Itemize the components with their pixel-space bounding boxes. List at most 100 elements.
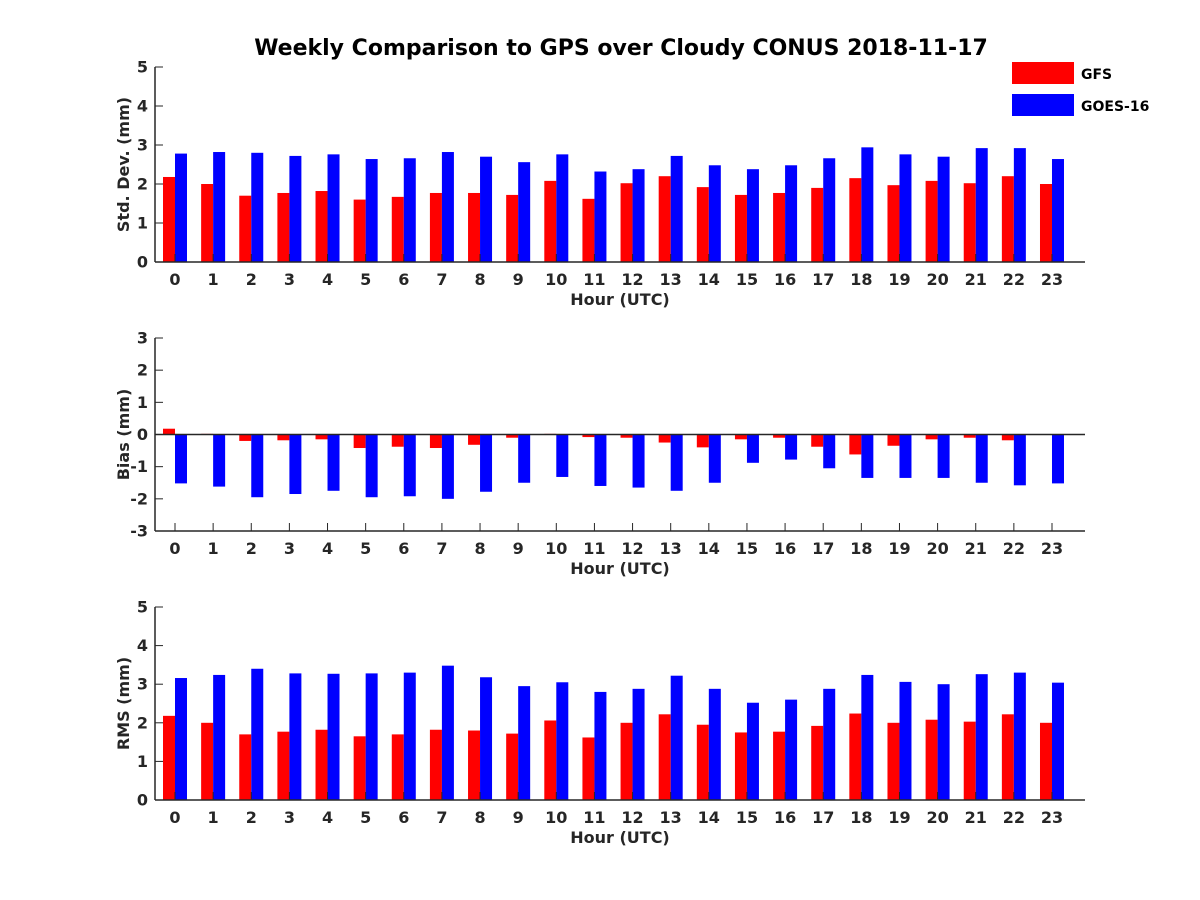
x-tick-label: 23 xyxy=(1041,808,1063,827)
bar-goes16-8 xyxy=(480,434,493,492)
x-tick-label: 10 xyxy=(545,270,567,289)
bar-gfs-9 xyxy=(506,194,519,262)
bar-goes16-16 xyxy=(785,699,798,800)
bar-goes16-4 xyxy=(327,673,340,800)
bar-gfs-13 xyxy=(658,434,671,443)
bar-gfs-4 xyxy=(315,729,328,800)
bar-gfs-2 xyxy=(239,734,252,800)
bar-gfs-15 xyxy=(734,434,747,440)
x-tick-label: 0 xyxy=(169,539,180,558)
x-tick-label: 6 xyxy=(398,539,409,558)
bar-goes16-6 xyxy=(403,158,416,262)
bar-goes16-11 xyxy=(594,171,607,262)
bar-goes16-18 xyxy=(861,147,874,262)
x-tick-label: 4 xyxy=(322,270,333,289)
bar-goes16-15 xyxy=(746,434,759,463)
bar-gfs-17 xyxy=(811,187,824,262)
x-tick-label: 11 xyxy=(583,808,605,827)
bar-gfs-6 xyxy=(391,196,404,262)
y-tick-label: 2 xyxy=(137,361,148,380)
bar-goes16-2 xyxy=(251,668,264,800)
bar-gfs-18 xyxy=(849,434,862,455)
bar-goes16-6 xyxy=(403,672,416,800)
y-tick-label: 3 xyxy=(137,675,148,694)
x-tick-label: 7 xyxy=(436,808,447,827)
bar-goes16-22 xyxy=(1013,434,1026,486)
y-tick-label: 4 xyxy=(137,636,148,655)
bar-goes16-0 xyxy=(175,434,187,484)
bar-gfs-14 xyxy=(696,187,709,262)
bar-goes16-15 xyxy=(746,702,759,800)
bar-gfs-17 xyxy=(811,725,824,800)
legend: GFS GOES-16 xyxy=(1012,62,1149,116)
bar-gfs-19 xyxy=(887,434,900,446)
x-tick-label: 18 xyxy=(850,270,872,289)
bar-goes16-15 xyxy=(746,169,759,262)
bar-gfs-21 xyxy=(963,434,976,438)
bar-gfs-22 xyxy=(1001,176,1014,262)
legend-swatch-goes16 xyxy=(1012,94,1074,116)
bar-gfs-4 xyxy=(315,434,328,440)
x-tick-label: 9 xyxy=(513,539,524,558)
bar-goes16-4 xyxy=(327,154,340,262)
y-tick-label: 1 xyxy=(137,214,148,233)
bar-goes16-21 xyxy=(975,434,988,483)
legend-label-gfs: GFS xyxy=(1081,67,1112,83)
x-tick-label: 15 xyxy=(736,270,758,289)
legend-label-goes16: GOES-16 xyxy=(1081,99,1149,115)
bar-goes16-3 xyxy=(289,155,302,262)
y-tick-label: -3 xyxy=(130,522,148,541)
x-tick-label: 8 xyxy=(474,270,485,289)
bar-goes16-16 xyxy=(785,165,798,262)
bar-goes16-12 xyxy=(632,434,645,488)
bar-goes16-12 xyxy=(632,169,645,262)
bar-gfs-11 xyxy=(582,434,595,438)
y-tick-label: 1 xyxy=(137,752,148,771)
y-tick-label: 2 xyxy=(137,175,148,194)
bar-goes16-11 xyxy=(594,691,607,800)
x-tick-label: 12 xyxy=(621,808,643,827)
bar-gfs-7 xyxy=(429,192,442,262)
bar-goes16-5 xyxy=(365,434,378,498)
x-tick-label: 19 xyxy=(888,270,910,289)
bar-gfs-3 xyxy=(277,731,290,800)
y-tick-label: 0 xyxy=(137,791,148,810)
bar-gfs-2 xyxy=(239,195,252,262)
bar-gfs-3 xyxy=(277,434,290,441)
bar-gfs-13 xyxy=(658,714,671,800)
bar-goes16-20 xyxy=(937,434,950,478)
bar-goes16-23 xyxy=(1051,434,1064,484)
bar-goes16-21 xyxy=(975,148,988,262)
bar-gfs-20 xyxy=(925,180,938,262)
x-tick-label: 5 xyxy=(360,539,371,558)
x-tick-label: 10 xyxy=(545,808,567,827)
bar-goes16-12 xyxy=(632,688,645,800)
bar-goes16-5 xyxy=(365,159,378,262)
x-tick-label: 14 xyxy=(698,539,720,558)
x-tick-label: 10 xyxy=(545,539,567,558)
x-tick-label: 21 xyxy=(965,539,987,558)
x-tick-label: 23 xyxy=(1041,270,1063,289)
bar-gfs-13 xyxy=(658,176,671,262)
bar-goes16-6 xyxy=(403,434,416,497)
bar-gfs-1 xyxy=(201,722,214,800)
x-tick-label: 0 xyxy=(169,270,180,289)
bar-gfs-22 xyxy=(1001,434,1014,441)
bar-gfs-20 xyxy=(925,719,938,800)
x-tick-label: 13 xyxy=(660,539,682,558)
bar-goes16-13 xyxy=(670,155,683,262)
bar-goes16-8 xyxy=(480,677,493,800)
x-tick-label: 18 xyxy=(850,539,872,558)
bar-goes16-17 xyxy=(823,688,836,800)
y-axis-label: Std. Dev. (mm) xyxy=(114,97,133,232)
bar-gfs-0 xyxy=(163,428,175,435)
bar-goes16-4 xyxy=(327,434,340,491)
x-tick-label: 13 xyxy=(660,808,682,827)
bar-goes16-23 xyxy=(1051,682,1064,800)
bar-gfs-18 xyxy=(849,713,862,800)
bar-gfs-7 xyxy=(429,729,442,800)
bar-gfs-5 xyxy=(353,736,366,800)
